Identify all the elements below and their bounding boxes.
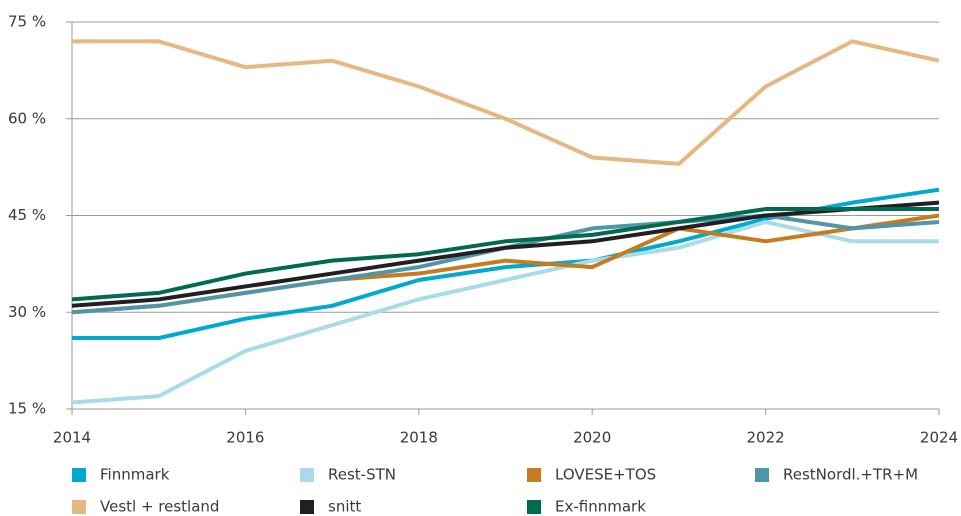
legend-swatch: [300, 468, 314, 482]
x-tick-label: 2018: [400, 429, 438, 447]
legend-label: Rest-STN: [328, 466, 396, 484]
x-tick-label: 2016: [226, 429, 264, 447]
legend-label: LOVESE+TOS: [555, 466, 656, 484]
y-tick-label: 60 %: [8, 109, 46, 127]
legend-swatch: [755, 468, 769, 482]
y-tick-label: 75 %: [8, 13, 46, 31]
legend-label: RestNordl.+TR+M: [783, 466, 918, 484]
legend-label: snitt: [328, 498, 361, 516]
legend-swatch: [72, 500, 86, 514]
legend-label: Finnmark: [100, 466, 170, 484]
y-tick-label: 30 %: [8, 303, 46, 321]
x-tick-label: 2024: [920, 429, 958, 447]
legend-swatch: [72, 468, 86, 482]
legend-label: Vestl + restland: [100, 498, 219, 516]
line-series: [71, 207, 939, 302]
legend-swatch: [527, 500, 541, 514]
line-series: [71, 200, 940, 308]
line-series: [71, 219, 939, 405]
x-tick-label: 2020: [573, 429, 611, 447]
legend-label: Ex-finnmark: [555, 498, 646, 516]
x-tick-label: 2022: [747, 429, 785, 447]
y-tick-label: 15 %: [8, 400, 46, 418]
x-tick-label: 2014: [53, 429, 91, 447]
legend-swatch: [300, 500, 314, 514]
line-series: [72, 39, 940, 166]
legend-swatch: [527, 468, 541, 482]
y-tick-label: 45 %: [8, 206, 46, 224]
